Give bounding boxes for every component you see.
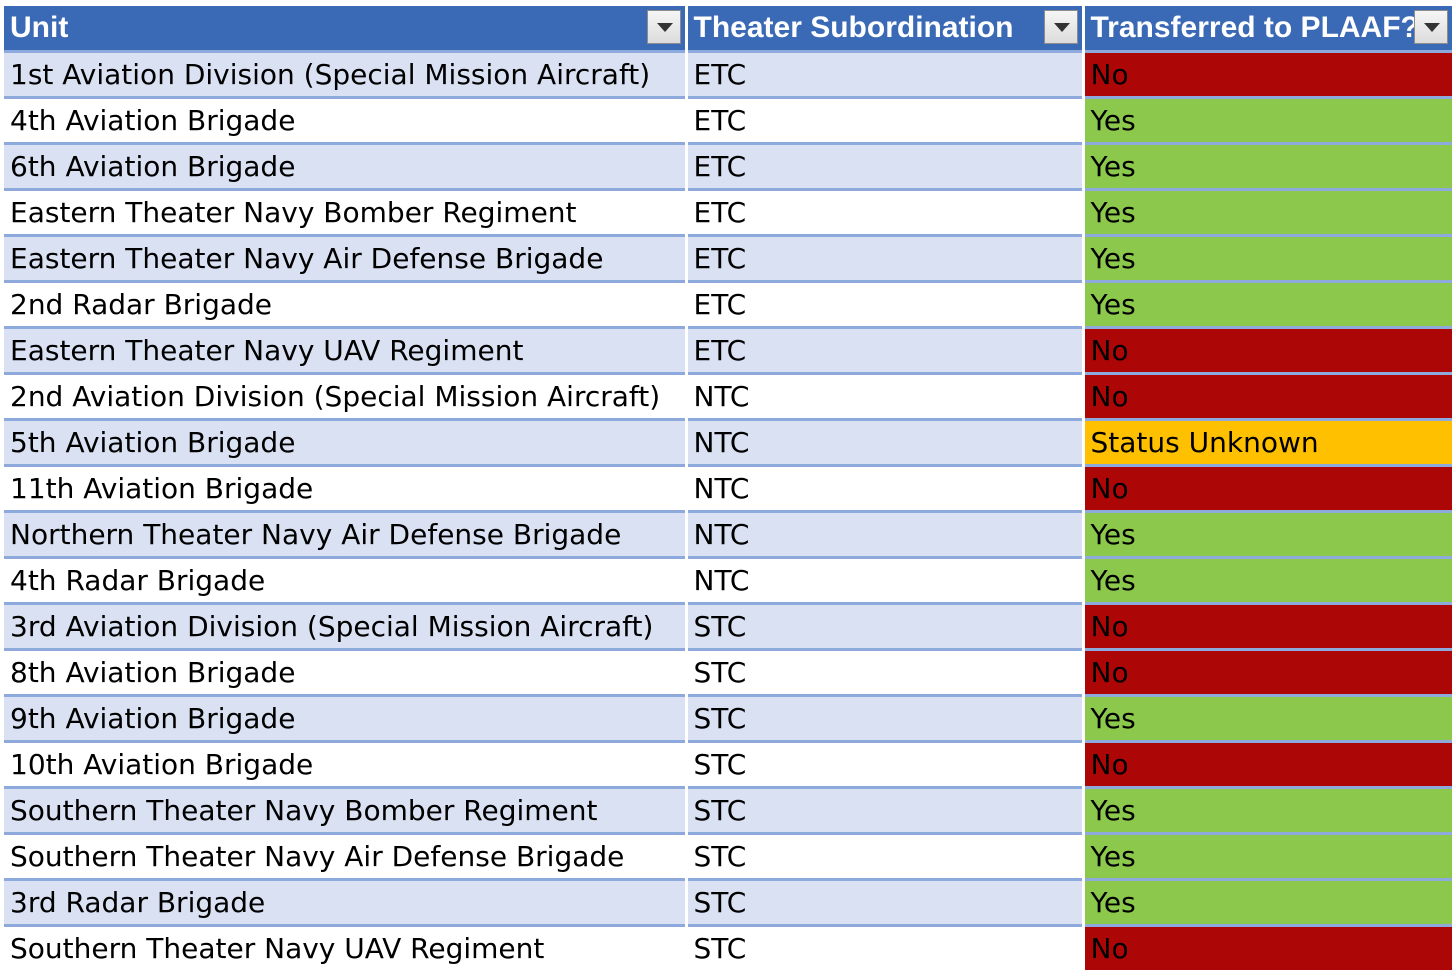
transferred-status-cell[interactable]: No bbox=[1081, 924, 1452, 970]
transferred-status-cell[interactable]: Yes bbox=[1081, 878, 1452, 926]
unit-cell[interactable]: 10th Aviation Brigade bbox=[4, 740, 686, 788]
unit-cell[interactable]: 1st Aviation Division (Special Mission A… bbox=[4, 50, 686, 98]
table-row: Eastern Theater Navy Bomber Regiment ETC Y… bbox=[4, 188, 1452, 236]
theater-cell[interactable]: NTC bbox=[684, 464, 1083, 512]
transferred-status-cell[interactable]: No bbox=[1081, 602, 1452, 650]
transferred-status-cell[interactable]: No bbox=[1081, 740, 1452, 788]
table-row: Southern Theater Navy Bomber Regiment STC… bbox=[4, 786, 1452, 834]
unit-cell[interactable]: 2nd Radar Brigade bbox=[4, 280, 686, 328]
transferred-status-cell[interactable]: Yes bbox=[1081, 832, 1452, 880]
transferred-status-cell[interactable]: Yes bbox=[1081, 188, 1452, 236]
theater-cell[interactable]: STC bbox=[684, 740, 1083, 788]
transferred-status-cell[interactable]: Yes bbox=[1081, 694, 1452, 742]
theater-cell[interactable]: ETC bbox=[684, 326, 1083, 374]
unit-cell[interactable]: 11th Aviation Brigade bbox=[4, 464, 686, 512]
header-transferred-label: Transferred to PLAAF? bbox=[1090, 11, 1419, 44]
transferred-status-cell[interactable]: Yes bbox=[1081, 510, 1452, 558]
table-row: Eastern Theater Navy Air Defense Brigade… bbox=[4, 234, 1452, 282]
transferred-status-cell[interactable]: No bbox=[1081, 326, 1452, 374]
table-row: Eastern Theater Navy UAV Regiment ETC No bbox=[4, 326, 1452, 374]
theater-cell[interactable]: NTC bbox=[684, 510, 1083, 558]
theater-cell[interactable]: ETC bbox=[684, 280, 1083, 328]
header-theater-subordination-label: Theater Subordination bbox=[693, 11, 1014, 44]
transferred-status-cell[interactable]: Status Unknown bbox=[1081, 418, 1452, 466]
table-row: 4th Radar Brigade NTC Yes bbox=[4, 556, 1452, 604]
filter-dropdown-transferred-icon[interactable] bbox=[1414, 10, 1448, 44]
table-row: 9th Aviation Brigade STC Yes bbox=[4, 694, 1452, 742]
theater-cell[interactable]: STC bbox=[684, 924, 1083, 970]
header-unit: Unit bbox=[4, 6, 688, 52]
transferred-status-cell[interactable]: Yes bbox=[1081, 96, 1452, 144]
spreadsheet-table-container: Unit Theater Subordination Transferred t… bbox=[4, 6, 1452, 970]
table-row: 3rd Aviation Division (Special Mission A… bbox=[4, 602, 1452, 650]
table-row: 4th Aviation Brigade ETC Yes bbox=[4, 96, 1452, 144]
unit-cell[interactable]: 5th Aviation Brigade bbox=[4, 418, 686, 466]
table-row: Southern Theater Navy UAV Regiment STC No bbox=[4, 924, 1452, 970]
unit-cell[interactable]: 4th Radar Brigade bbox=[4, 556, 686, 604]
table-row: 3rd Radar Brigade STC Yes bbox=[4, 878, 1452, 926]
table-row: 6th Aviation Brigade ETC Yes bbox=[4, 142, 1452, 190]
unit-cell[interactable]: Eastern Theater Navy UAV Regiment bbox=[4, 326, 686, 374]
theater-cell[interactable]: ETC bbox=[684, 188, 1083, 236]
unit-cell[interactable]: Northern Theater Navy Air Defense Brigad… bbox=[4, 510, 686, 558]
table-row: 2nd Radar Brigade ETC Yes bbox=[4, 280, 1452, 328]
unit-cell[interactable]: Eastern Theater Navy Bomber Regiment bbox=[4, 188, 686, 236]
table-row: 11th Aviation Brigade NTC No bbox=[4, 464, 1452, 512]
unit-cell[interactable]: Eastern Theater Navy Air Defense Brigade bbox=[4, 234, 686, 282]
theater-cell[interactable]: ETC bbox=[684, 234, 1083, 282]
header-theater-subordination: Theater Subordination bbox=[686, 6, 1085, 52]
transferred-status-cell[interactable]: Yes bbox=[1081, 142, 1452, 190]
table-row: Southern Theater Navy Air Defense Brigad… bbox=[4, 832, 1452, 880]
header-unit-label: Unit bbox=[10, 11, 69, 44]
filter-dropdown-theater-icon[interactable] bbox=[1043, 10, 1078, 44]
theater-cell[interactable]: STC bbox=[684, 602, 1083, 650]
theater-cell[interactable]: STC bbox=[684, 694, 1083, 742]
transferred-status-cell[interactable]: No bbox=[1081, 648, 1452, 696]
unit-cell[interactable]: 3rd Aviation Division (Special Mission A… bbox=[4, 602, 686, 650]
transferred-status-cell[interactable]: Yes bbox=[1081, 280, 1452, 328]
unit-cell[interactable]: 9th Aviation Brigade bbox=[4, 694, 686, 742]
theater-cell[interactable]: ETC bbox=[684, 142, 1083, 190]
theater-cell[interactable]: NTC bbox=[684, 372, 1083, 420]
transferred-status-cell[interactable]: Yes bbox=[1081, 786, 1452, 834]
table-body: 1st Aviation Division (Special Mission A… bbox=[4, 50, 1452, 970]
transferred-status-cell[interactable]: Yes bbox=[1081, 234, 1452, 282]
filter-dropdown-unit-icon[interactable] bbox=[646, 10, 681, 44]
unit-cell[interactable]: Southern Theater Navy UAV Regiment bbox=[4, 924, 686, 970]
unit-cell[interactable]: Southern Theater Navy Bomber Regiment bbox=[4, 786, 686, 834]
unit-cell[interactable]: Southern Theater Navy Air Defense Brigad… bbox=[4, 832, 686, 880]
theater-cell[interactable]: STC bbox=[684, 786, 1083, 834]
theater-cell[interactable]: ETC bbox=[684, 96, 1083, 144]
table-row: 5th Aviation Brigade NTC Status Unknown bbox=[4, 418, 1452, 466]
theater-cell[interactable]: STC bbox=[684, 648, 1083, 696]
unit-cell[interactable]: 4th Aviation Brigade bbox=[4, 96, 686, 144]
unit-cell[interactable]: 2nd Aviation Division (Special Mission A… bbox=[4, 372, 686, 420]
transferred-status-cell[interactable]: Yes bbox=[1081, 556, 1452, 604]
transferred-status-cell[interactable]: No bbox=[1081, 464, 1452, 512]
theater-cell[interactable]: ETC bbox=[684, 50, 1083, 98]
table-row: Northern Theater Navy Air Defense Brigad… bbox=[4, 510, 1452, 558]
theater-cell[interactable]: STC bbox=[684, 878, 1083, 926]
theater-cell[interactable]: NTC bbox=[684, 418, 1083, 466]
header-row: Unit Theater Subordination Transferred t… bbox=[4, 6, 1452, 52]
transferred-status-cell[interactable]: No bbox=[1081, 50, 1452, 98]
table-row: 8th Aviation Brigade STC No bbox=[4, 648, 1452, 696]
unit-cell[interactable]: 3rd Radar Brigade bbox=[4, 878, 686, 926]
transferred-status-cell[interactable]: No bbox=[1081, 372, 1452, 420]
table-row: 10th Aviation Brigade STC No bbox=[4, 740, 1452, 788]
units-table: Unit Theater Subordination Transferred t… bbox=[4, 6, 1452, 970]
table-row: 1st Aviation Division (Special Mission A… bbox=[4, 50, 1452, 98]
theater-cell[interactable]: NTC bbox=[684, 556, 1083, 604]
unit-cell[interactable]: 8th Aviation Brigade bbox=[4, 648, 686, 696]
table-row: 2nd Aviation Division (Special Mission A… bbox=[4, 372, 1452, 420]
header-transferred-to-plaaf: Transferred to PLAAF? bbox=[1083, 6, 1452, 52]
theater-cell[interactable]: STC bbox=[684, 832, 1083, 880]
unit-cell[interactable]: 6th Aviation Brigade bbox=[4, 142, 686, 190]
